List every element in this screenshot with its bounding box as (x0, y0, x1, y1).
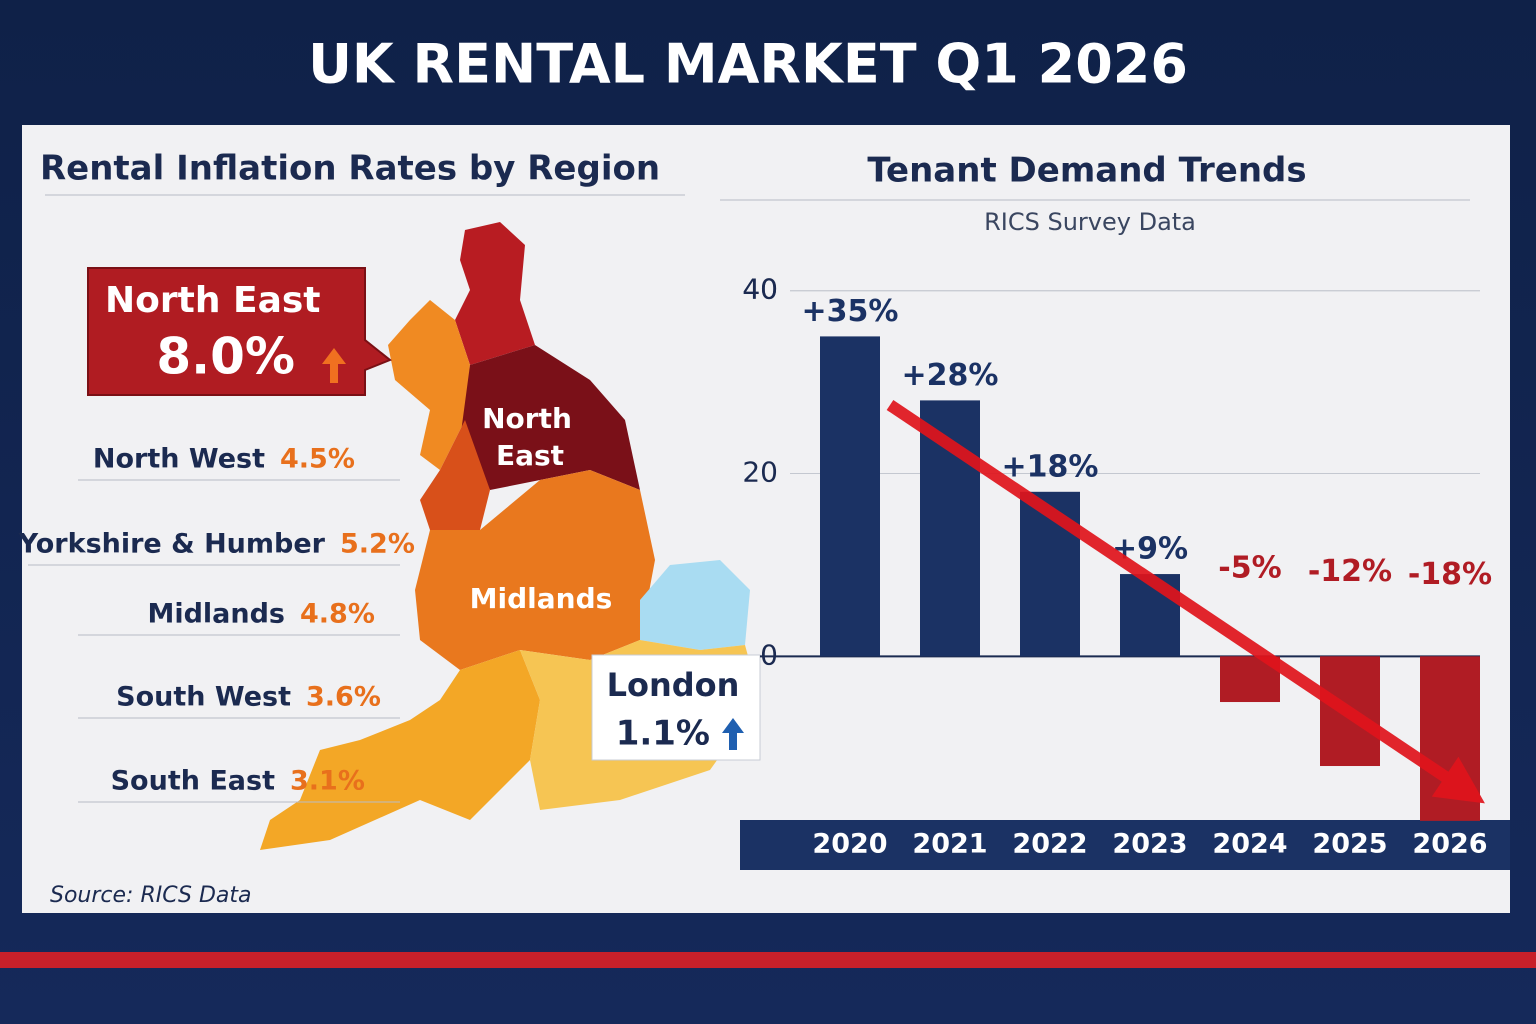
region-list: North West 4.5% Yorkshire & Humber 5.2% Midl… (18, 444, 415, 803)
region-name: Midlands (147, 599, 285, 630)
bar (820, 336, 880, 657)
x-tick-label: 2023 (1112, 829, 1187, 860)
map-region (460, 345, 640, 490)
region-value: 3.1% (290, 766, 365, 797)
x-tick-label: 2026 (1412, 829, 1487, 860)
value-label: -18% (1408, 557, 1492, 592)
map-region (640, 560, 750, 650)
x-tick-label: 2024 (1212, 829, 1287, 860)
value-label: -12% (1308, 554, 1392, 589)
chart-subtitle: RICS Survey Data (984, 208, 1196, 236)
london-value: 1.1% (616, 714, 710, 754)
y-tick-label: 20 (742, 456, 778, 489)
page-title: UK RENTAL MARKET Q1 2026 (308, 33, 1188, 96)
region-value: 3.6% (306, 682, 381, 713)
map-region (455, 222, 535, 365)
callout-box (87, 267, 392, 396)
map-region (415, 470, 655, 670)
map-region (260, 650, 540, 850)
map-title: Rental Inflation Rates by Region (40, 149, 660, 189)
england-map (260, 222, 760, 850)
y-tick-label: 40 (742, 273, 778, 306)
x-tick-label: 2025 (1312, 829, 1387, 860)
value-label: +35% (802, 294, 899, 329)
london-name: London (607, 666, 740, 704)
region-value: 5.2% (340, 529, 415, 560)
trend-arrow (886, 400, 1485, 804)
map-region (388, 300, 470, 470)
region-name: South West (116, 682, 291, 713)
red-stripe (0, 952, 1536, 968)
x-tick-label: 2021 (912, 829, 987, 860)
x-tick-label: 2022 (1012, 829, 1087, 860)
map-region (420, 420, 490, 530)
region-name: South East (111, 766, 275, 797)
bar-chart: 4040200+35%2020+28%2021+18%2022+9%2023-5… (740, 273, 1510, 870)
x-tick-label: 2020 (812, 829, 887, 860)
panel (22, 125, 1510, 913)
up-arrow (322, 348, 346, 383)
callout-name: North East (105, 280, 321, 321)
x-axis-band (740, 820, 1510, 870)
region-name: Yorkshire & Humber (18, 529, 326, 560)
y-tick-label: 0 (760, 638, 778, 671)
up-arrow (722, 718, 744, 750)
source: Source: RICS Data (50, 883, 251, 908)
map-label: East (496, 439, 564, 472)
y-tick-label: 40 (742, 273, 778, 306)
value-label: -5% (1218, 550, 1281, 585)
map-label: Midlands (470, 582, 613, 615)
region-value: 4.5% (280, 444, 355, 475)
chart-title: Tenant Demand Trends (867, 151, 1306, 191)
region-name: North West (93, 444, 265, 475)
value-label: +18% (1002, 449, 1099, 484)
map-label: North (482, 402, 572, 435)
callout-value: 8.0% (156, 328, 295, 386)
value-label: +28% (902, 358, 999, 393)
bar (1420, 656, 1480, 821)
region-value: 4.8% (300, 599, 375, 630)
